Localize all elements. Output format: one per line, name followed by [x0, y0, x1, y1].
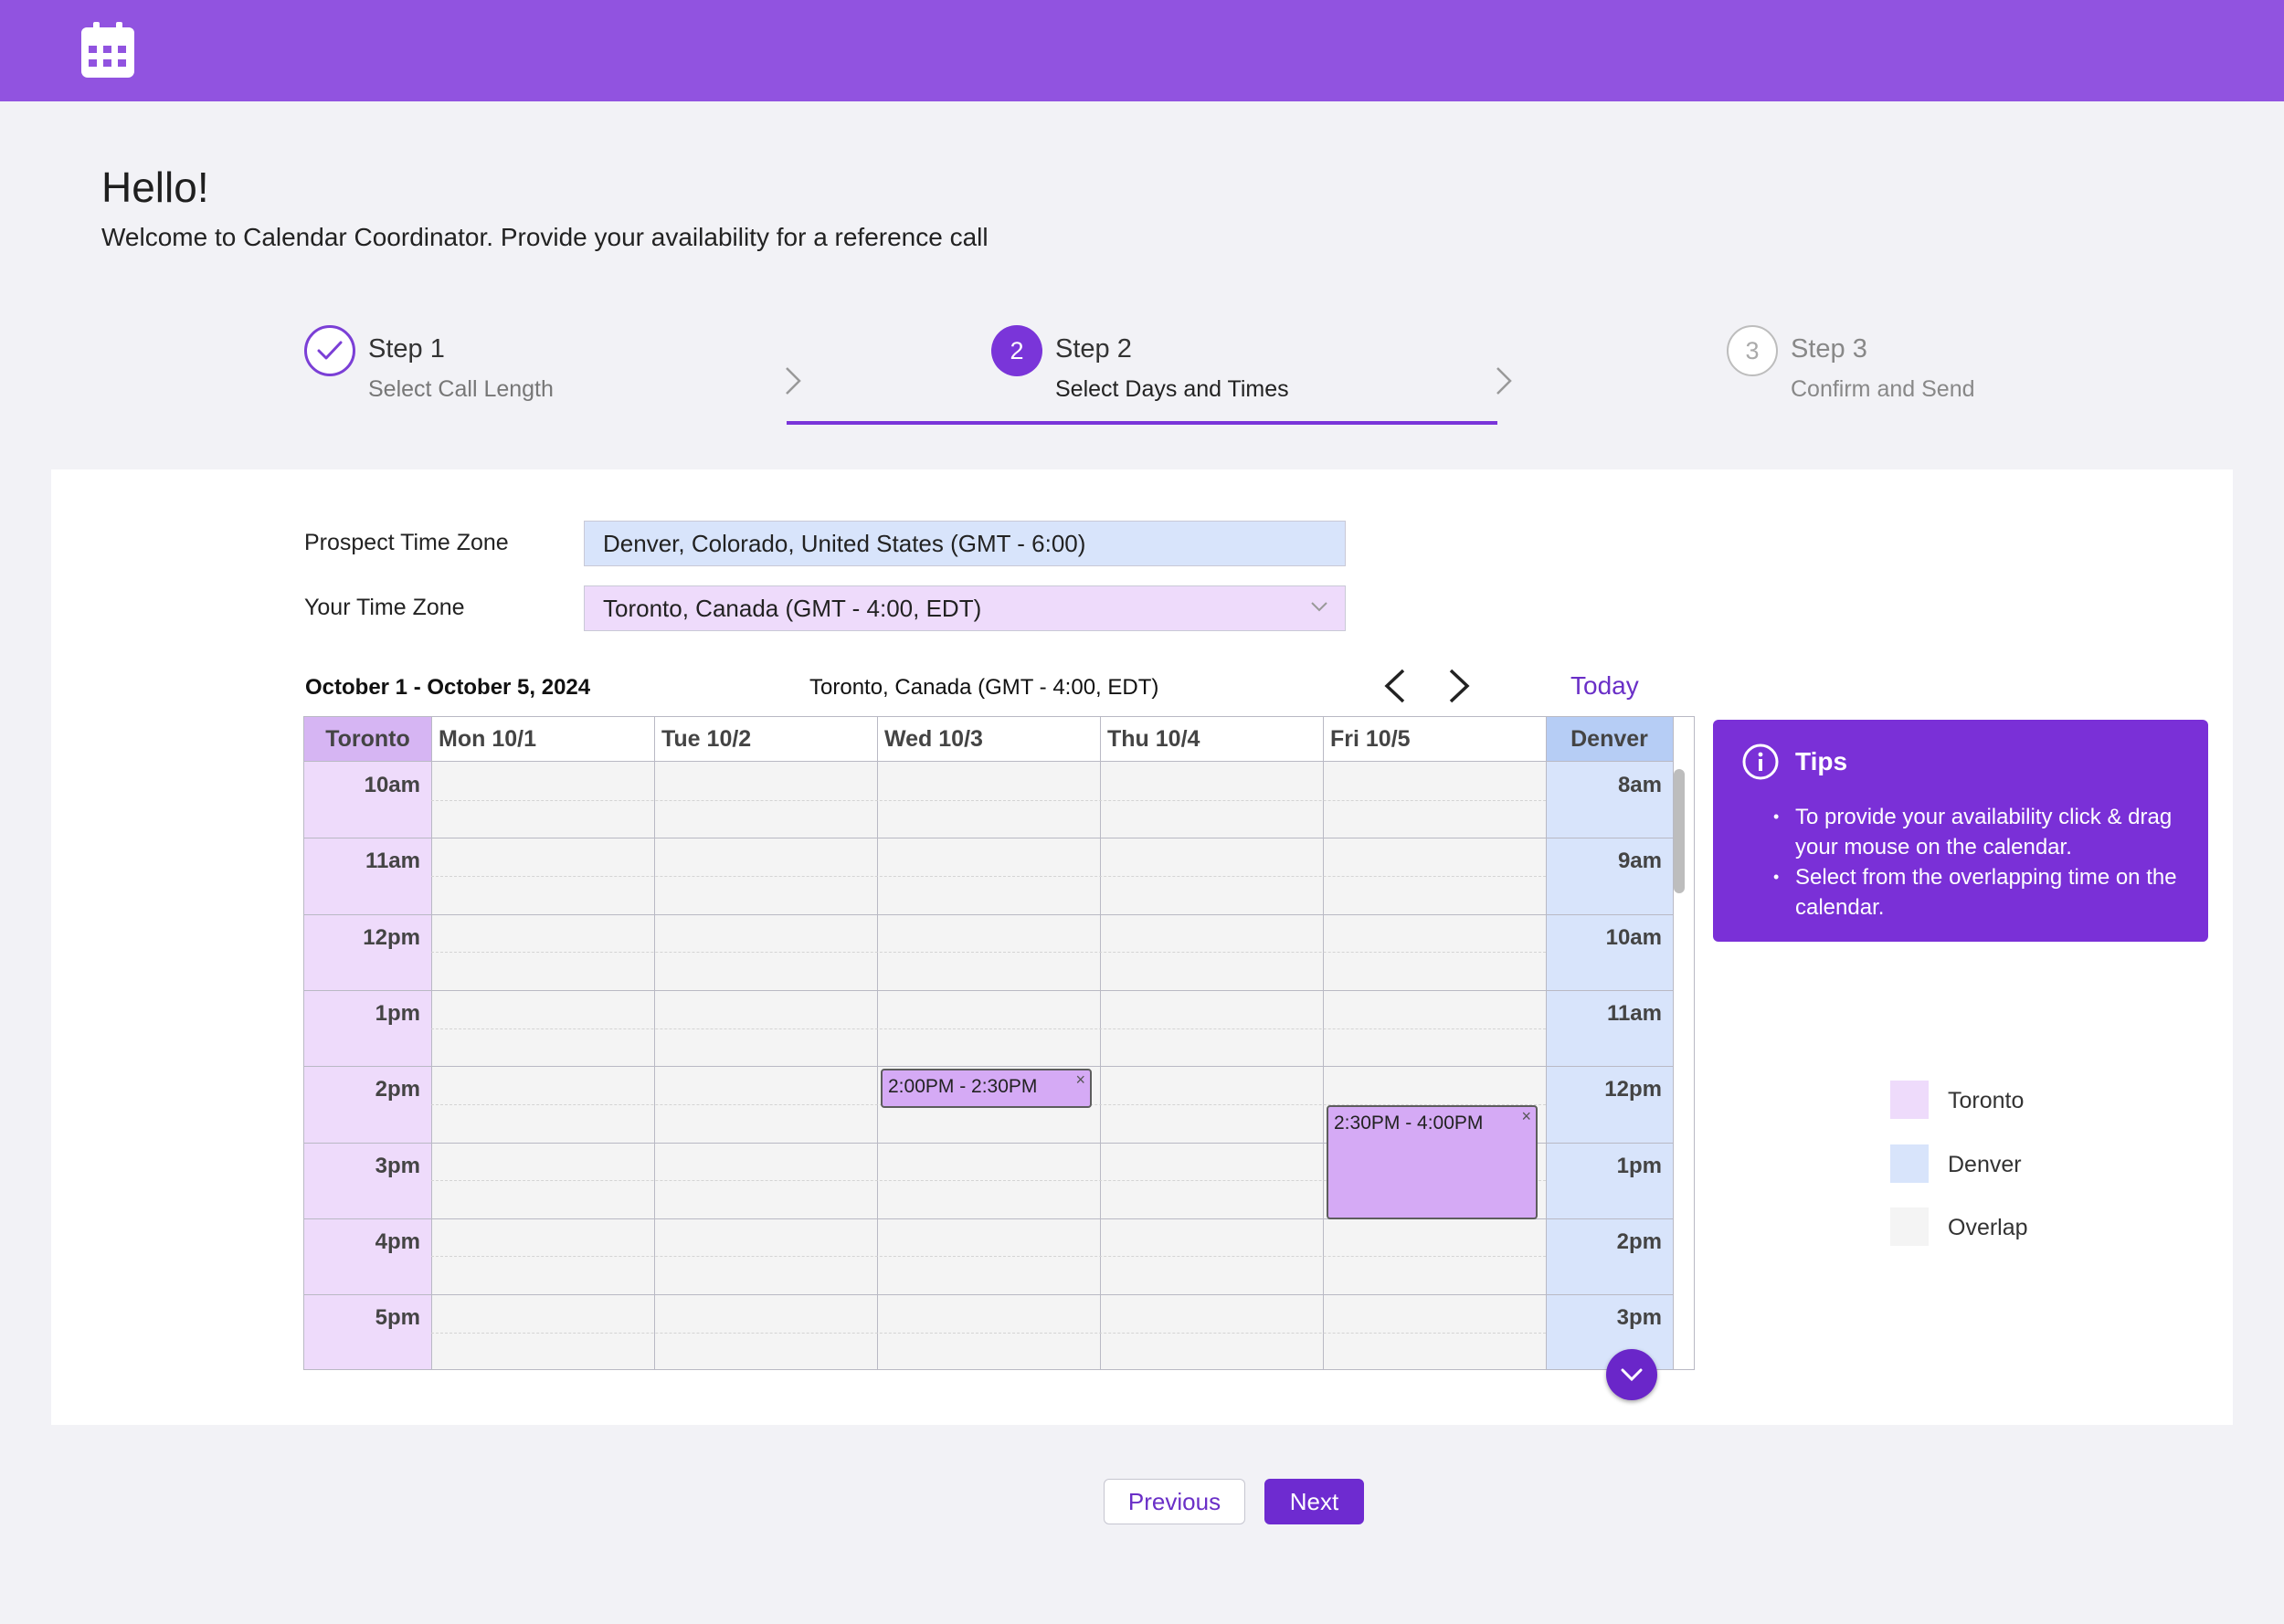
legend-swatch: [1890, 1144, 1929, 1183]
grid-vline: [877, 717, 878, 1369]
denver-hour-label: 11am: [1606, 1001, 1662, 1026]
event-fri-230pm[interactable]: 2:30PM - 4:00PM ×: [1327, 1105, 1538, 1219]
step-1-title: Step 1: [368, 334, 445, 364]
your-timezone-value: Toronto, Canada (GMT - 4:00, EDT): [603, 594, 982, 622]
page-title: Hello!: [101, 163, 209, 211]
denver-header: Denver: [1546, 717, 1673, 762]
toronto-hour-label: 2pm: [375, 1077, 420, 1102]
welcome-text: Welcome to Calendar Coordinator. Provide…: [101, 223, 989, 251]
close-icon[interactable]: ×: [1521, 1107, 1531, 1125]
chevron-right-icon: [786, 367, 801, 395]
legend-swatch: [1890, 1207, 1929, 1246]
legend-label: Overlap: [1948, 1215, 2028, 1240]
calendar-grid[interactable]: Toronto Mon 10/1 Tue 10/2 Wed 10/3 Thu 1…: [303, 716, 1695, 1370]
top-bar: [0, 0, 2284, 101]
day-header: Thu 10/4: [1100, 717, 1323, 762]
grid-hline: [304, 1294, 1673, 1295]
your-timezone-select[interactable]: Toronto, Canada (GMT - 4:00, EDT): [584, 585, 1346, 631]
day-header: Tue 10/2: [654, 717, 877, 762]
grid-hline: [304, 990, 1673, 991]
grid-hline: [304, 1218, 1673, 1219]
denver-hour-label: 12pm: [1604, 1077, 1662, 1102]
grid-vline: [1323, 717, 1324, 1369]
grid-half-hour-line: [431, 1028, 1546, 1029]
grid-half-hour-line: [431, 1180, 1546, 1181]
checkmark-icon: [304, 325, 355, 376]
toronto-hour-label: 5pm: [375, 1305, 420, 1330]
denver-hour-label: 8am: [1617, 773, 1662, 797]
grid-hline: [304, 914, 1673, 915]
grid-vline: [1546, 717, 1547, 1369]
prospect-timezone-field: Denver, Colorado, United States (GMT - 6…: [584, 521, 1346, 566]
current-timezone: Toronto, Canada (GMT - 4:00, EDT): [809, 675, 1159, 700]
info-icon: [1742, 743, 1779, 780]
calendar-scrollbar[interactable]: [1674, 769, 1685, 893]
your-timezone-label: Your Time Zone: [304, 595, 465, 620]
prev-week-icon[interactable]: [1381, 667, 1409, 705]
grid-half-hour-line: [431, 876, 1546, 877]
tips-list: To provide your availability click & dra…: [1773, 802, 2188, 923]
grid-vline: [654, 717, 655, 1369]
denver-hour-label: 1pm: [1616, 1154, 1662, 1178]
previous-button[interactable]: Previous: [1104, 1479, 1245, 1524]
step-2-subtitle: Select Days and Times: [1055, 376, 1289, 402]
day-header: Fri 10/5: [1323, 717, 1546, 762]
step-2-title: Step 2: [1055, 334, 1132, 364]
legend-label: Toronto: [1948, 1088, 2025, 1113]
toronto-hour-label: 4pm: [375, 1229, 420, 1254]
grid-half-hour-line: [431, 1333, 1546, 1334]
legend-swatch: [1890, 1081, 1929, 1119]
grid-vline: [431, 717, 432, 1369]
date-range: October 1 - October 5, 2024: [305, 675, 591, 700]
grid-hline: [304, 1066, 1673, 1067]
prospect-timezone-label: Prospect Time Zone: [304, 530, 509, 555]
day-header: Mon 10/1: [431, 717, 654, 762]
grid-hline: [304, 1143, 1673, 1144]
chevron-right-icon: [1496, 367, 1512, 395]
toronto-hour-label: 3pm: [375, 1154, 420, 1178]
next-week-icon[interactable]: [1445, 667, 1473, 705]
chevron-down-icon: [1621, 1368, 1643, 1382]
toronto-header: Toronto: [304, 717, 431, 762]
active-step-indicator: [787, 421, 1497, 425]
chevron-down-icon: [1311, 602, 1327, 612]
step-2-number: 2: [991, 325, 1042, 376]
denver-hour-label: 3pm: [1616, 1305, 1662, 1330]
toronto-hour-label: 12pm: [363, 925, 420, 950]
scroll-down-button[interactable]: [1606, 1349, 1657, 1400]
day-header: Wed 10/3: [877, 717, 1100, 762]
toronto-hour-label: 10am: [364, 773, 420, 797]
calendar-icon: [81, 22, 134, 78]
denver-hour-label: 9am: [1617, 849, 1662, 873]
step-3-number: 3: [1727, 325, 1778, 376]
grid-vline: [1673, 717, 1674, 1369]
close-icon[interactable]: ×: [1075, 1070, 1085, 1089]
tips-title: Tips: [1795, 747, 1848, 775]
tips-panel: Tips To provide your availability click …: [1713, 720, 2208, 942]
denver-column: [1546, 717, 1673, 1369]
toronto-column: [304, 717, 431, 1369]
prospect-timezone-value: Denver, Colorado, United States (GMT - 6…: [603, 529, 1086, 557]
grid-vline: [1100, 717, 1101, 1369]
legend-label: Denver: [1948, 1152, 2022, 1177]
step-1-subtitle: Select Call Length: [368, 376, 554, 402]
grid-half-hour-line: [431, 1256, 1546, 1257]
toronto-hour-label: 11am: [365, 849, 420, 873]
grid-half-hour-line: [431, 952, 1546, 953]
next-button[interactable]: Next: [1264, 1479, 1364, 1524]
tip-item: To provide your availability click & dra…: [1773, 802, 2188, 862]
step-3-subtitle: Confirm and Send: [1791, 376, 1975, 402]
denver-hour-label: 2pm: [1616, 1229, 1662, 1254]
event-time: 2:30PM - 4:00PM: [1334, 1113, 1484, 1134]
grid-half-hour-line: [431, 800, 1546, 801]
event-time: 2:00PM - 2:30PM: [888, 1076, 1038, 1097]
overlap-area[interactable]: [431, 717, 1546, 1369]
event-wed-2pm[interactable]: 2:00PM - 2:30PM ×: [881, 1069, 1092, 1108]
denver-hour-label: 10am: [1605, 925, 1662, 950]
toronto-hour-label: 1pm: [375, 1001, 420, 1026]
step-3-title: Step 3: [1791, 334, 1867, 364]
today-button[interactable]: Today: [1570, 671, 1639, 700]
tip-item: Select from the overlapping time on the …: [1773, 862, 2188, 923]
